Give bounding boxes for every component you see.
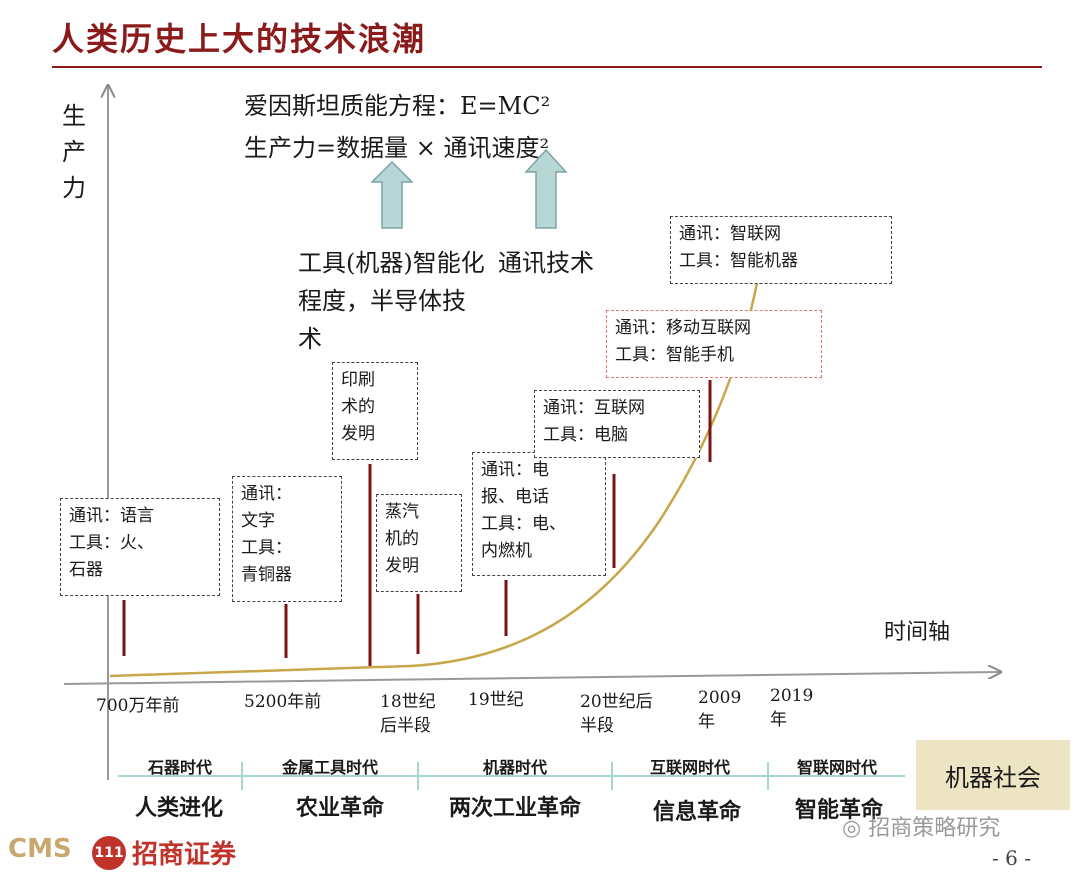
machine-society-box: 机器社会	[916, 740, 1070, 810]
watermark: ◎ 招商策略研究	[842, 810, 1000, 842]
event-box-smart-network: 通讯：智联网 工具：智能机器	[670, 216, 892, 284]
revolution-label: 农业革命	[295, 796, 384, 821]
y-axis-label: 生产力	[62, 102, 86, 202]
event-box-printing: 印刷 术的 发明	[332, 362, 418, 460]
era-label: 智联网时代	[796, 758, 877, 777]
company-name: 招商证券	[132, 840, 237, 870]
revolution-label: 两次工业革命	[448, 796, 581, 821]
watermark-text: 招商策略研究	[868, 816, 1001, 841]
up-arrow-left	[370, 160, 414, 229]
title-divider	[52, 66, 1042, 68]
event-box-steam: 蒸汽 机的 发明	[376, 494, 462, 592]
productivity-formula: 生产力=数据量 × 通讯速度²	[244, 134, 550, 162]
x-axis-label: 时间轴	[884, 620, 951, 645]
tools-note: 工具(机器)智能化程度，半导体技术	[298, 249, 485, 353]
era-label: 机器时代	[482, 758, 547, 777]
event-box-mobile: 通讯：移动互联网 工具：智能手机	[606, 310, 822, 378]
page-number: - 6 -	[992, 846, 1031, 870]
era-label: 石器时代	[147, 758, 212, 777]
page-title: 人类历史上大的技术浪潮	[52, 20, 427, 58]
tick-label: 2019 年	[770, 686, 814, 730]
tick-label: 20世纪后 半段	[580, 692, 653, 736]
einstein-formula: 爱因斯坦质能方程：E=MC²	[244, 92, 551, 120]
event-box-internet: 通讯：互联网 工具：电脑	[534, 390, 700, 458]
tick-label: 19世纪	[468, 690, 524, 710]
event-box-telegraph: 通讯：电 报、电话 工具：电、 内燃机	[472, 452, 606, 576]
tick-label: 2009 年	[698, 688, 742, 732]
wechat-icon: ◎	[842, 816, 862, 841]
revolution-label: 人类进化	[134, 796, 223, 821]
up-arrow-right	[524, 148, 568, 229]
cms-logo-text: CMS	[8, 834, 72, 864]
tick-label: 700万年前	[96, 696, 180, 716]
event-box-stone-age: 通讯：语言 工具：火、 石器	[60, 498, 220, 596]
revolution-label: 智能革命	[794, 798, 883, 823]
tick-label: 18世纪 后半段	[380, 692, 436, 736]
tick-label: 5200年前	[244, 692, 322, 712]
event-box-bronze: 通讯： 文字 工具： 青铜器	[232, 476, 342, 602]
era-label: 金属工具时代	[281, 758, 378, 777]
machine-society-label: 机器社会	[945, 763, 1041, 792]
cms-logo-icon: 111	[92, 836, 126, 870]
comm-note: 通讯技术	[498, 249, 594, 277]
x-axis	[63, 672, 1000, 685]
revolution-label: 信息革命	[652, 800, 741, 825]
era-label: 互联网时代	[649, 758, 730, 777]
